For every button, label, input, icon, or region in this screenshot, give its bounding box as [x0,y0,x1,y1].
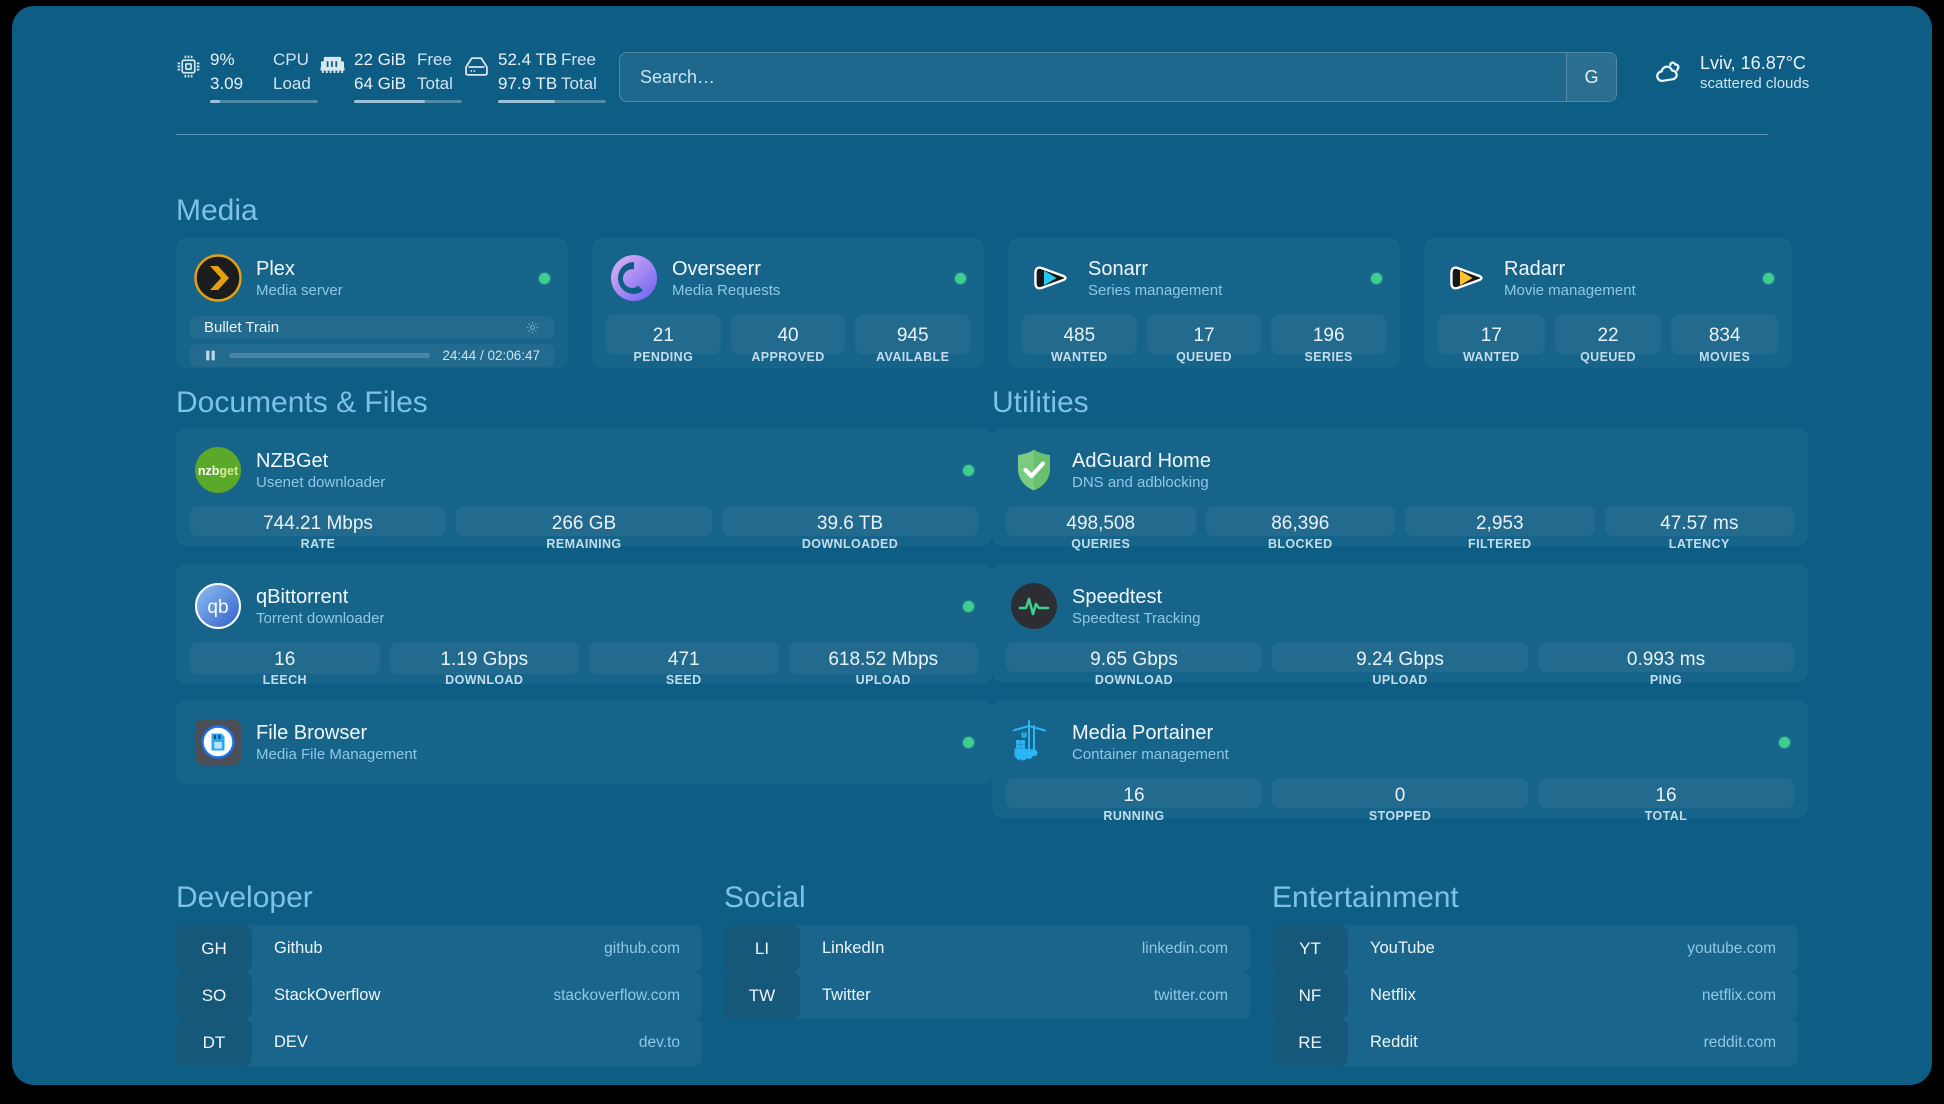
svg-text:qb: qb [207,597,228,618]
svg-text:nzbget: nzbget [198,464,239,478]
